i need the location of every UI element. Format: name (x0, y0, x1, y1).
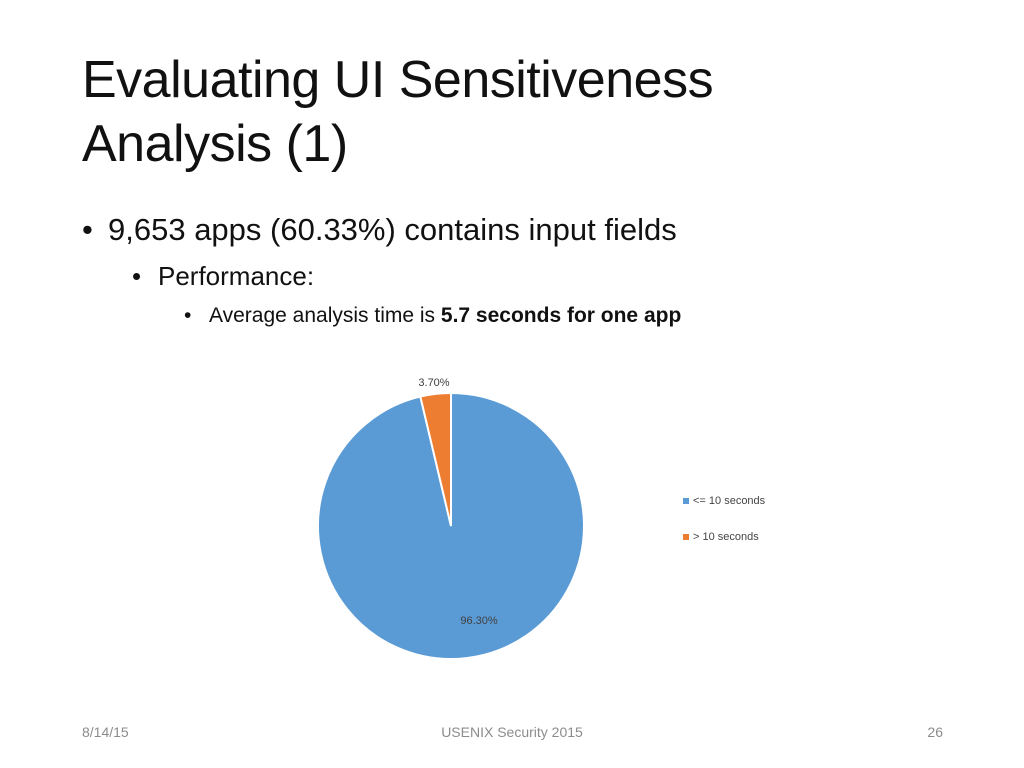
bullet-level2: • Performance: (82, 256, 982, 296)
bullet-list: • 9,653 apps (60.33%) contains input fie… (82, 208, 982, 334)
bullet-level2-text: Performance: (158, 261, 315, 291)
legend-swatch-blue (683, 498, 689, 504)
legend-item-gt-10: > 10 seconds (683, 529, 765, 545)
footer-title: USENIX Security 2015 (441, 724, 583, 740)
legend-item-le-10: <= 10 seconds (683, 493, 765, 509)
title-line-1: Evaluating UI Sensitiveness (82, 51, 714, 109)
bullet-level3-bold: 5.7 seconds for one app (440, 304, 682, 327)
bullet-level1: • 9,653 apps (60.33%) contains input fie… (82, 208, 982, 252)
slide-title: Evaluating UI Sensitiveness Analysis (1) (82, 48, 962, 176)
bullet-icon: • (132, 261, 142, 291)
bullet-level3: • Average analysis time is 5.7 seconds f… (82, 298, 982, 334)
page-number: 26 (927, 724, 943, 740)
bullet-icon: • (184, 304, 192, 327)
legend-swatch-orange (683, 534, 689, 540)
legend-label: > 10 seconds (693, 531, 759, 543)
data-label-1: 3.70% (418, 377, 449, 389)
pie-slice-0 (317, 391, 585, 660)
bullet-level3-text: Average analysis time is (209, 304, 441, 327)
bullet-level1-text: 9,653 apps (60.33%) contains input field… (108, 212, 677, 247)
legend-label: <= 10 seconds (693, 495, 766, 507)
pie-slice-1 (419, 391, 452, 527)
chart-legend: <= 10 seconds > 10 seconds (683, 493, 765, 565)
data-label-0: 96.30% (460, 615, 498, 627)
bullet-icon: • (82, 212, 93, 247)
footer-date: 8/14/15 (82, 724, 129, 740)
title-line-2: Analysis (1) (82, 115, 348, 173)
